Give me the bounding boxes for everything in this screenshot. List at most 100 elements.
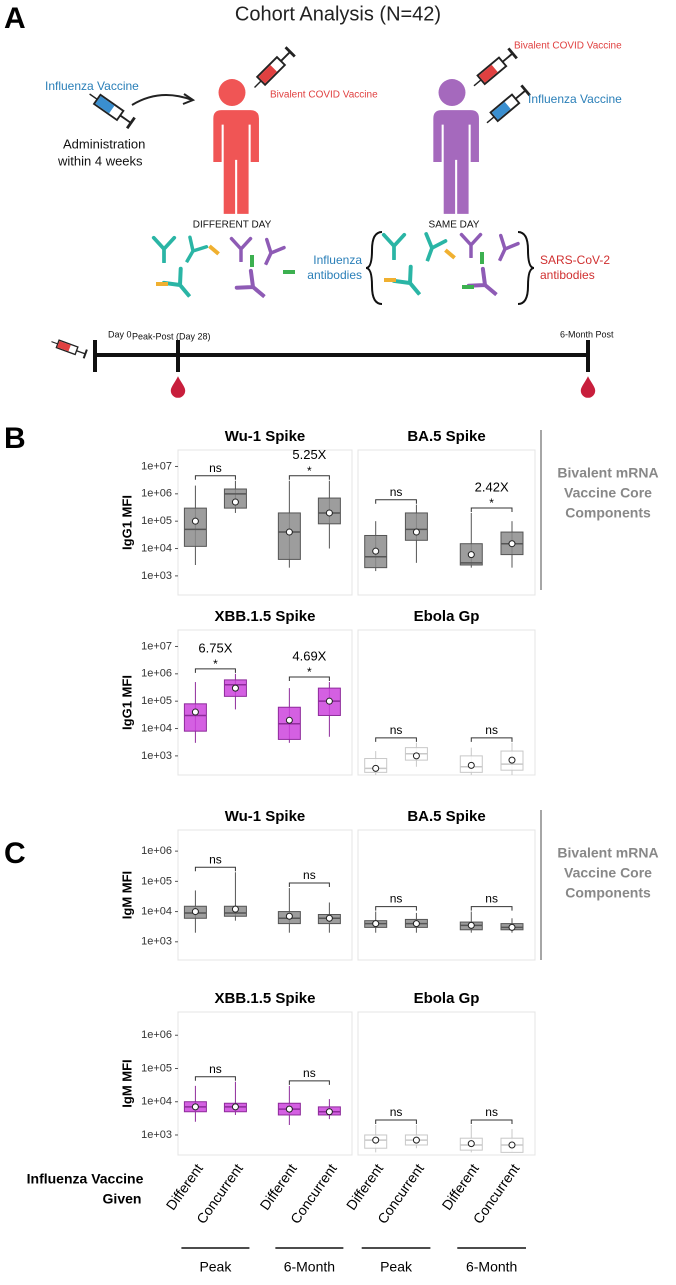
side-label: Vaccine Core	[564, 485, 652, 501]
plot-frame	[357, 1011, 536, 1156]
antibodies	[151, 232, 520, 307]
mean	[285, 912, 293, 920]
significance: ns	[390, 892, 403, 906]
y-tick-label: 1e+04	[141, 542, 172, 554]
y-tick-label: 1e+03	[141, 750, 172, 762]
blood-drop	[580, 376, 596, 398]
box	[183, 703, 207, 732]
y-tick-label: 1e+05	[141, 875, 172, 887]
timeline-label: Day 0	[108, 329, 132, 339]
side-label: Vaccine Core	[564, 865, 652, 881]
person-icon	[433, 79, 479, 214]
mean	[467, 551, 475, 559]
bracket	[375, 499, 417, 504]
day-label: SAME DAY	[429, 220, 480, 231]
x-tick-label: Different	[257, 1161, 300, 1213]
x-tick-label: Different	[343, 1161, 386, 1213]
admin-label: within 4 weeks	[57, 153, 143, 168]
mean	[508, 923, 516, 931]
syringe-icon	[468, 46, 519, 93]
significance: ns	[390, 485, 403, 499]
mean	[412, 1136, 420, 1144]
mean	[372, 764, 380, 772]
bracket	[194, 668, 236, 673]
antibody-label: antibodies	[540, 268, 595, 282]
mean	[508, 756, 516, 764]
mean	[325, 914, 333, 922]
fold-change: 4.69X	[292, 648, 326, 663]
y-tick-label: 1e+07	[141, 460, 172, 472]
y-axis-label: IgG1 MFI	[119, 495, 134, 550]
significance: *	[213, 657, 218, 671]
timeline-label: 6-Month Post	[560, 329, 614, 339]
side-label: Components	[565, 505, 651, 521]
plot-frame	[177, 1011, 353, 1156]
y-tick-label: 1e+07	[141, 640, 172, 652]
antibody-label: Influenza	[313, 253, 362, 267]
side-label: Components	[565, 885, 651, 901]
y-tick-label: 1e+03	[141, 570, 172, 582]
plot-frame	[357, 629, 536, 776]
day-label: DIFFERENT DAY	[193, 220, 272, 231]
vaccine-label: Influenza Vaccine	[528, 92, 622, 106]
blood-drop	[170, 376, 186, 398]
significance: *	[489, 496, 494, 510]
plot-title: BA.5 Spike	[407, 808, 485, 825]
y-tick-label: 1e+05	[141, 695, 172, 707]
y-tick-label: 1e+06	[141, 488, 172, 500]
fold-change: 5.25X	[292, 447, 326, 462]
arrow	[131, 94, 193, 106]
plot-frame	[177, 629, 353, 776]
panel-letter: B	[4, 422, 26, 455]
significance: ns	[390, 1105, 403, 1119]
mean	[325, 509, 333, 517]
mean	[285, 1105, 293, 1113]
mean	[191, 708, 199, 716]
plot-title: Ebola Gp	[414, 990, 480, 1007]
bracket	[288, 475, 330, 480]
y-tick-label: 1e+04	[141, 1096, 172, 1108]
syringe-icon	[48, 336, 88, 360]
significance: ns	[209, 852, 222, 866]
bracket	[375, 737, 417, 742]
mean	[231, 1103, 239, 1111]
fold-change: 2.42X	[475, 479, 509, 494]
panel-letter: C	[4, 837, 26, 870]
plot-title: Ebola Gp	[414, 608, 480, 625]
person-icon	[213, 79, 259, 214]
y-tick-label: 1e+04	[141, 905, 172, 917]
syringe-icon	[481, 83, 532, 130]
mean	[285, 528, 293, 536]
mean	[508, 540, 516, 548]
bracket	[470, 906, 513, 911]
y-tick-label: 1e+06	[141, 668, 172, 680]
mean	[412, 528, 420, 536]
mean	[191, 1103, 199, 1111]
bracket	[194, 475, 236, 480]
box	[183, 507, 207, 547]
plot-title: XBB.1.5 Spike	[215, 608, 316, 625]
x-tick-label: Different	[163, 1161, 206, 1213]
y-tick-label: 1e+03	[141, 1129, 172, 1141]
mean	[231, 498, 239, 506]
schema-title: Cohort Analysis (N=42)	[235, 3, 441, 25]
vaccine-label: Bivalent COVID Vaccine	[270, 90, 378, 101]
mean	[231, 905, 239, 913]
significance: ns	[209, 461, 222, 475]
side-label: Bivalent mRNA	[557, 465, 658, 481]
y-tick-label: 1e+03	[141, 936, 172, 948]
mean	[325, 697, 333, 705]
group-label: Peak	[199, 1259, 232, 1275]
mean	[467, 761, 475, 769]
plot-title: XBB.1.5 Spike	[215, 990, 316, 1007]
vaccine-label: Bivalent COVID Vaccine	[514, 41, 622, 52]
group-label: 6-Month	[466, 1259, 517, 1275]
mean	[372, 920, 380, 928]
brace	[517, 231, 535, 305]
bracket	[288, 1080, 330, 1085]
syringe-icon	[248, 45, 297, 94]
antibody-label: SARS-CoV-2	[540, 253, 610, 267]
box	[404, 512, 428, 541]
plot-title: Wu-1 Spike	[225, 428, 306, 445]
